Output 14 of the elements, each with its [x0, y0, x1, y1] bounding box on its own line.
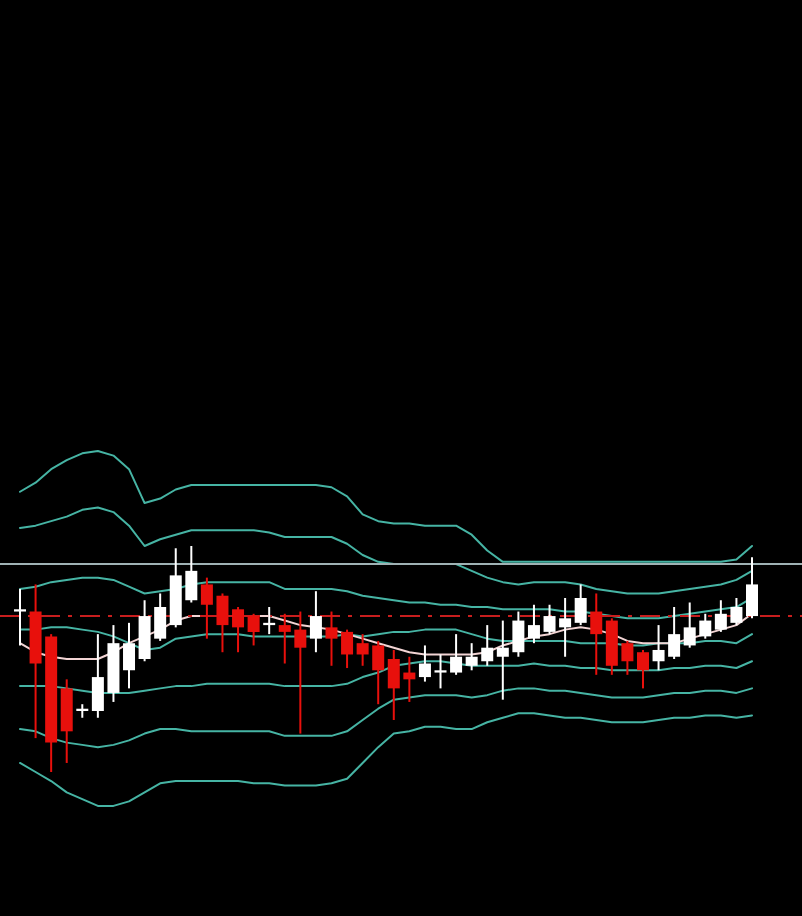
- candlestick: [60, 678, 73, 764]
- candlestick: [309, 590, 322, 654]
- candlestick: [636, 648, 649, 690]
- candlestick: [746, 556, 758, 620]
- candlestick: [527, 603, 540, 645]
- candlestick: [247, 612, 260, 647]
- candlestick: [123, 621, 136, 690]
- candlestick: [341, 628, 354, 670]
- candlestick: [590, 592, 603, 676]
- candlestick: [418, 644, 431, 683]
- candlestick: [232, 606, 245, 654]
- candlestick: [14, 587, 26, 647]
- candlestick: [325, 610, 338, 667]
- candlestick: [574, 583, 587, 627]
